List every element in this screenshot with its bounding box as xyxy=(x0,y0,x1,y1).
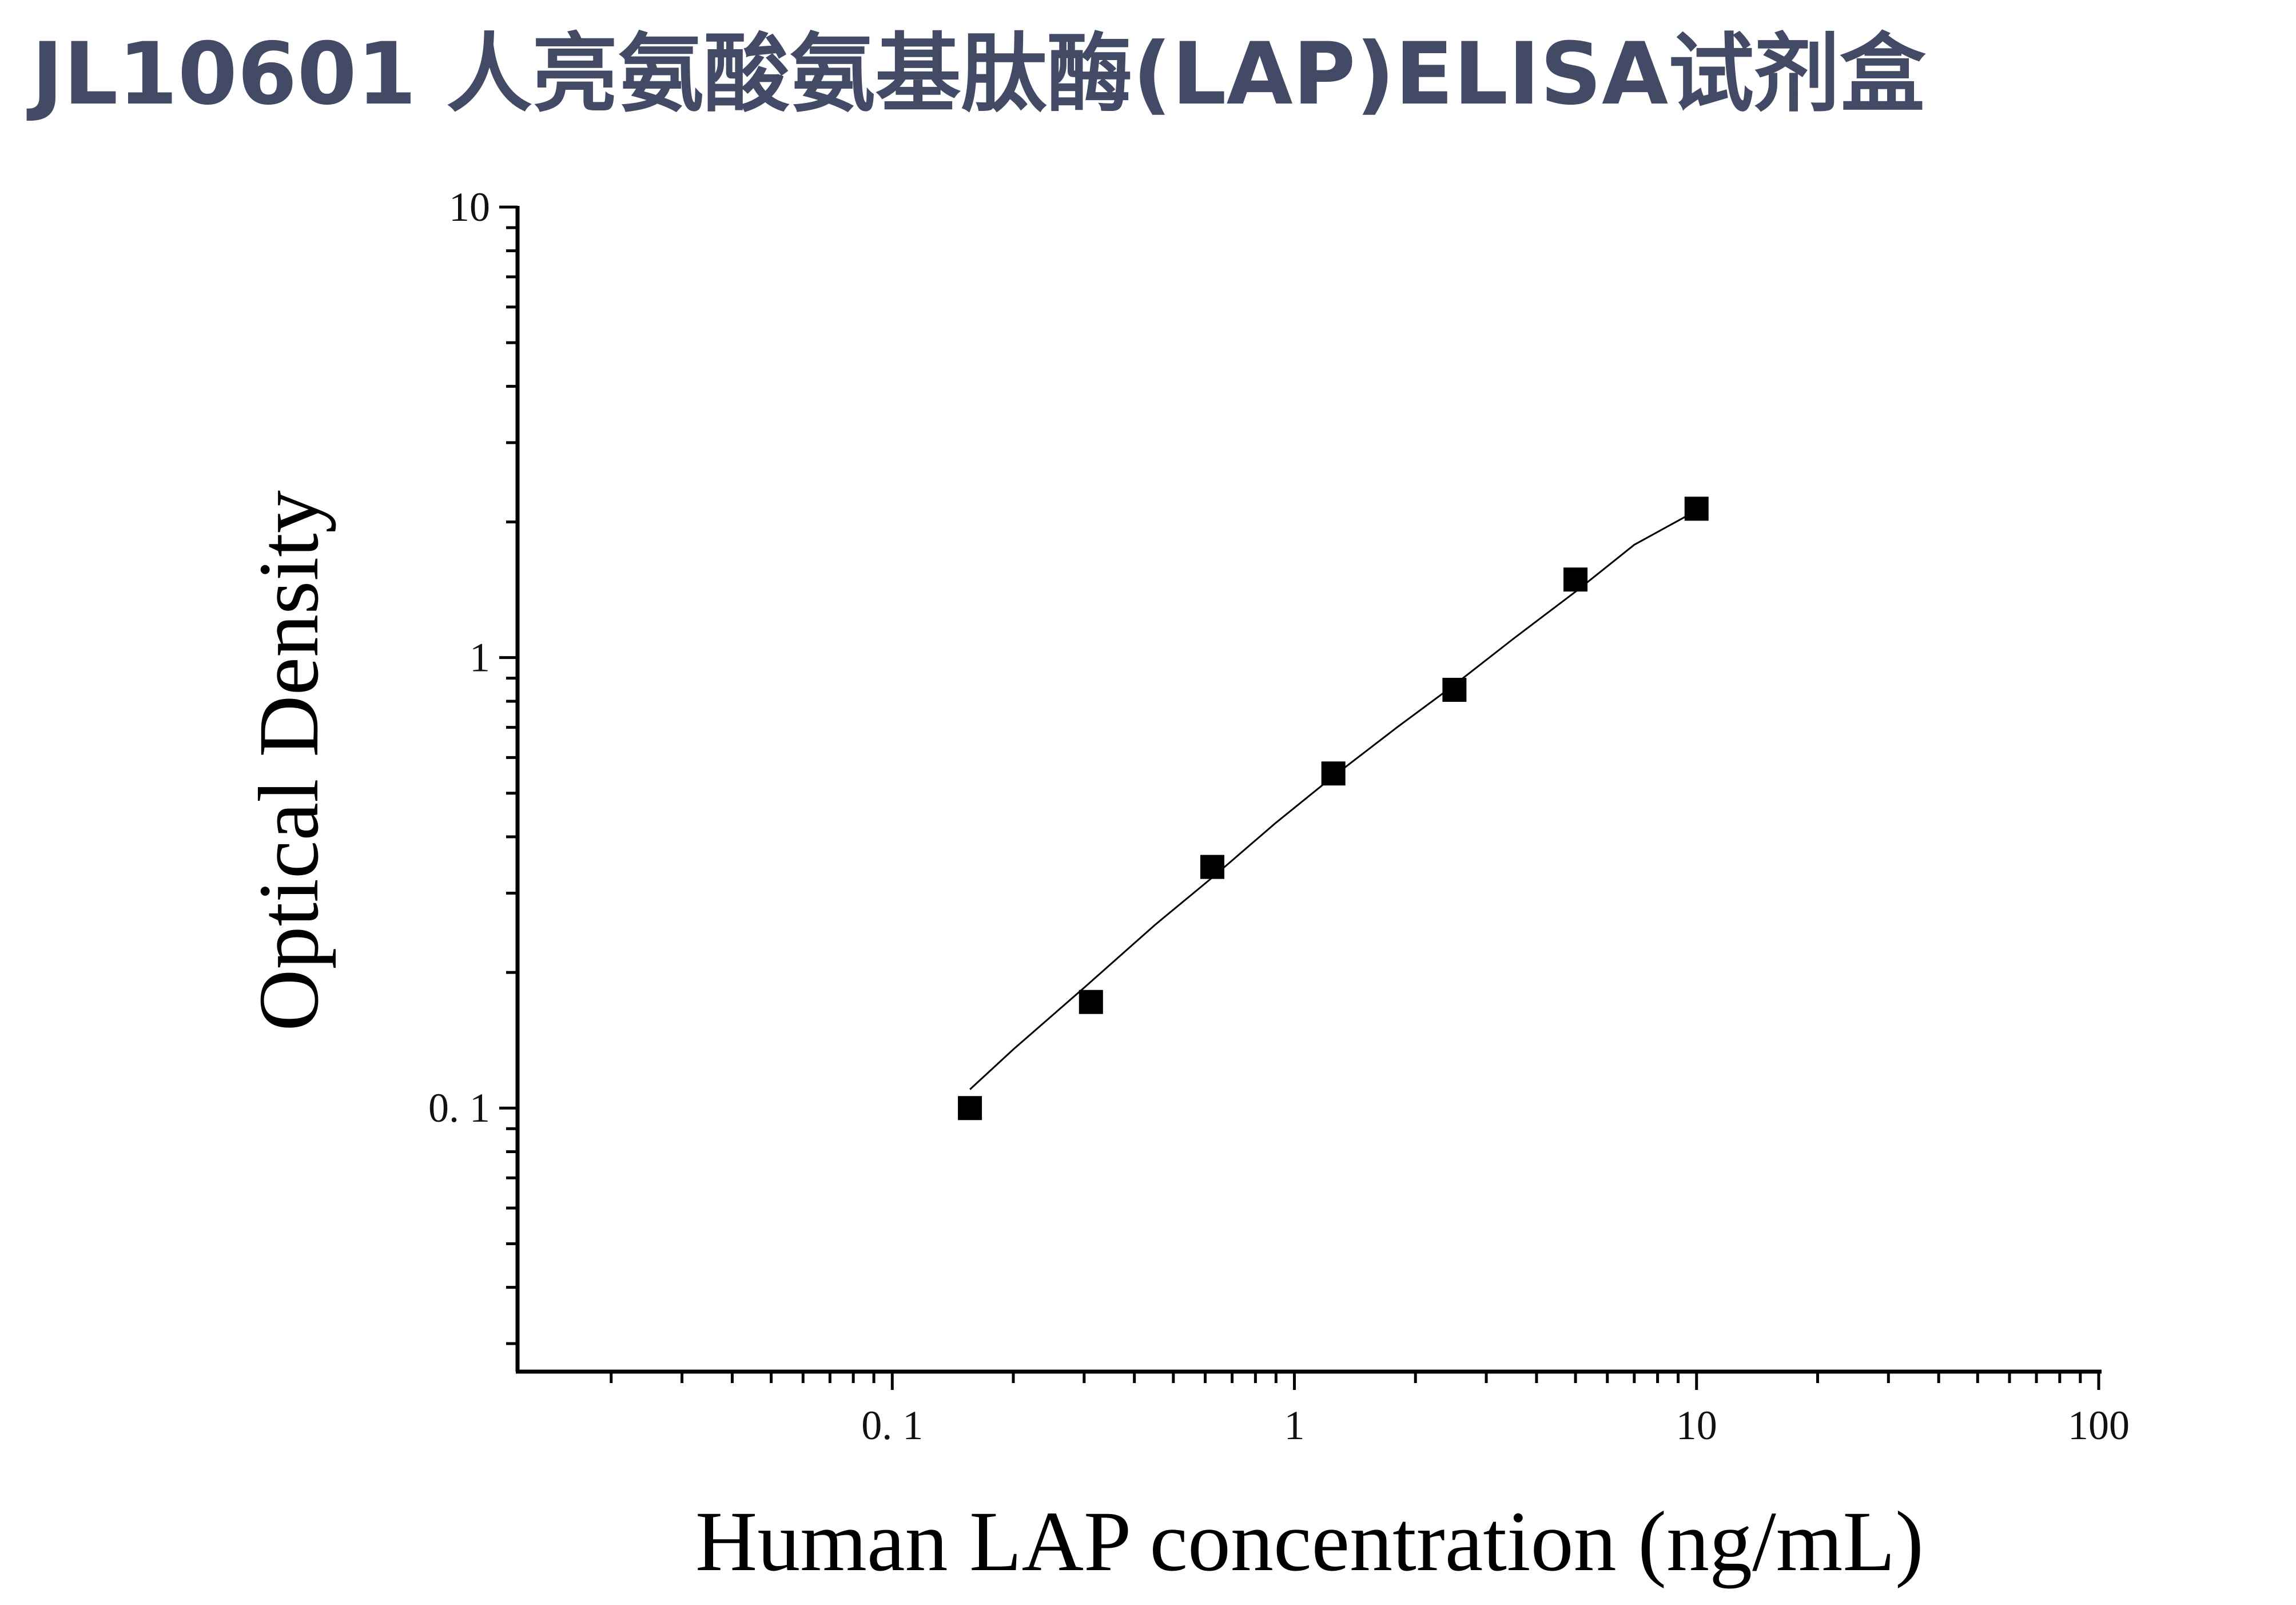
tick-labels: 0. 1 1 10 100 0. 1 1 10 xyxy=(428,184,2130,1448)
fit-layer xyxy=(969,510,1697,1090)
data-point xyxy=(1442,678,1467,702)
data-point xyxy=(1079,990,1103,1014)
y-axis-title: Optical Density xyxy=(241,490,336,1031)
data-point xyxy=(1684,496,1709,521)
x-tick-label: 1 xyxy=(1284,1403,1305,1448)
page-title: JL10601 人亮氨酸氨基肽酶(LAP)ELISA试剂盒 xyxy=(31,25,1926,124)
data-point xyxy=(958,1096,982,1121)
x-tick-label: 10 xyxy=(1676,1403,1717,1448)
x-tick-label: 0. 1 xyxy=(861,1403,923,1448)
ticks xyxy=(499,205,2100,1390)
fit-curve xyxy=(969,510,1697,1090)
data-point xyxy=(1563,567,1588,592)
x-tick-label: 100 xyxy=(2068,1403,2130,1448)
y-tick-label: 0. 1 xyxy=(428,1085,490,1131)
data-point xyxy=(1321,761,1346,786)
axes xyxy=(515,206,2102,1374)
data-point xyxy=(1200,855,1224,879)
y-tick-label: 1 xyxy=(469,635,490,681)
y-tick-label: 10 xyxy=(449,184,490,230)
points-layer xyxy=(958,496,1709,1121)
x-axis-title: Human LAP concentration (ng/mL) xyxy=(695,1494,1924,1589)
